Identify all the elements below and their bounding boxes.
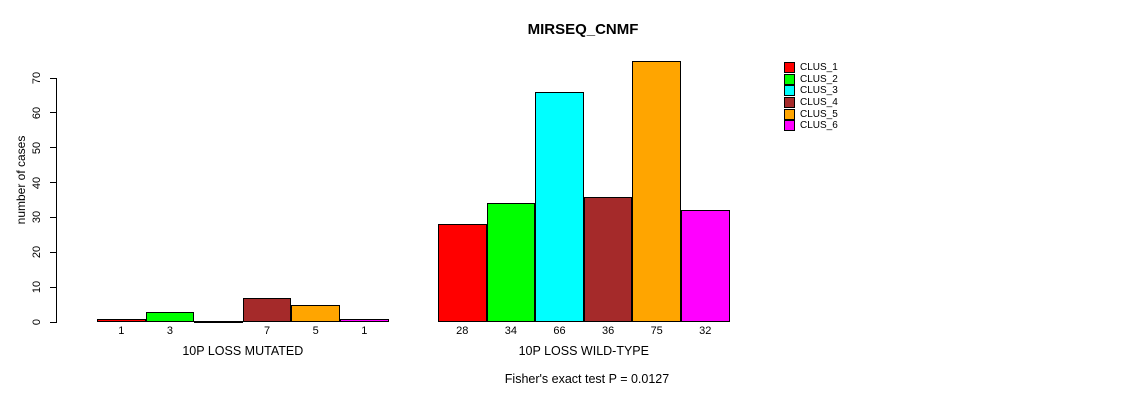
legend-label: CLUS_5	[800, 108, 838, 120]
y-axis-line	[56, 78, 57, 323]
legend-row-clus_3: CLUS_3	[784, 85, 838, 97]
legend-row-clus_4: CLUS_4	[784, 97, 838, 109]
legend-swatch-icon	[784, 120, 795, 132]
y-tick-label: 10	[31, 281, 43, 294]
x-group-label-wild-type: 10P LOSS WILD-TYPE	[518, 344, 649, 358]
y-tick-label: 20	[31, 246, 43, 259]
y-tick-mark	[50, 321, 56, 323]
bar-value-label: 36	[601, 325, 615, 337]
y-tick-mark	[50, 286, 56, 288]
y-tick-mark	[50, 77, 56, 79]
bar-value-label: 1	[361, 325, 368, 337]
bar-value-label: 28	[456, 325, 469, 337]
bar-clus_5-group1	[291, 304, 340, 322]
bar-value-label: 32	[699, 325, 712, 337]
y-tick-label: 60	[31, 106, 43, 119]
legend-swatch-icon	[784, 73, 795, 85]
bar-value-label: 75	[650, 325, 663, 337]
bar-value-label: 5	[312, 325, 319, 337]
bar-clus_2-group1	[145, 311, 195, 322]
fisher-test-annotation: Fisher's exact test P = 0.0127	[504, 372, 670, 386]
bar-clus_1-group1	[97, 318, 146, 322]
bar-value-label: 3	[166, 325, 173, 337]
bar-clus_3-group2	[535, 91, 584, 322]
bar-clus_6-group1	[340, 318, 389, 322]
bar-value-label: 1	[118, 325, 125, 337]
bar-clus_4-group2	[583, 196, 633, 322]
legend-swatch-icon	[784, 108, 795, 120]
x-group-label-mutated: 10P LOSS MUTATED	[182, 344, 304, 358]
legend-label: CLUS_3	[800, 85, 838, 97]
legend: CLUS_1 CLUS_2 CLUS_3 CLUS_4 CLUS_5 CLUS_6	[784, 62, 838, 132]
bar-value-label: 34	[504, 325, 518, 337]
y-tick-mark	[50, 251, 56, 253]
y-tick-mark	[50, 147, 56, 149]
legend-swatch-icon	[784, 85, 795, 97]
bar-clus_6-group2	[681, 210, 730, 322]
y-tick-label: 40	[31, 176, 43, 189]
legend-row-clus_1: CLUS_1	[784, 62, 838, 74]
y-tick-label: 30	[31, 211, 43, 224]
y-tick-mark	[50, 182, 56, 184]
bar-clus_4-group1	[242, 297, 292, 322]
legend-label: CLUS_1	[800, 62, 838, 74]
zero-height-bar-clus_3	[194, 321, 243, 323]
legend-row-clus_2: CLUS_2	[784, 73, 838, 86]
y-tick-label: 0	[31, 318, 43, 326]
legend-label: CLUS_2	[800, 73, 838, 85]
y-tick-label: 70	[31, 71, 43, 85]
legend-swatch-icon	[784, 97, 795, 109]
chart-title: MIRSEQ_CNMF	[527, 21, 639, 38]
y-tick-label: 50	[31, 141, 43, 154]
bar-clus_5-group2	[632, 60, 681, 322]
y-axis-label: number of cases	[14, 135, 28, 225]
legend-label: CLUS_4	[800, 97, 838, 109]
bar-clus_1-group2	[438, 224, 487, 322]
y-tick-mark	[50, 216, 56, 218]
legend-swatch-icon	[784, 62, 795, 74]
bar-value-label: 66	[553, 325, 566, 337]
bar-clus_2-group2	[486, 203, 536, 322]
legend-label: CLUS_6	[800, 120, 838, 132]
bar-value-label: 7	[264, 325, 271, 337]
legend-row-clus_5: CLUS_5	[784, 108, 838, 120]
y-tick-mark	[50, 112, 56, 114]
legend-row-clus_6: CLUS_6	[784, 120, 838, 132]
